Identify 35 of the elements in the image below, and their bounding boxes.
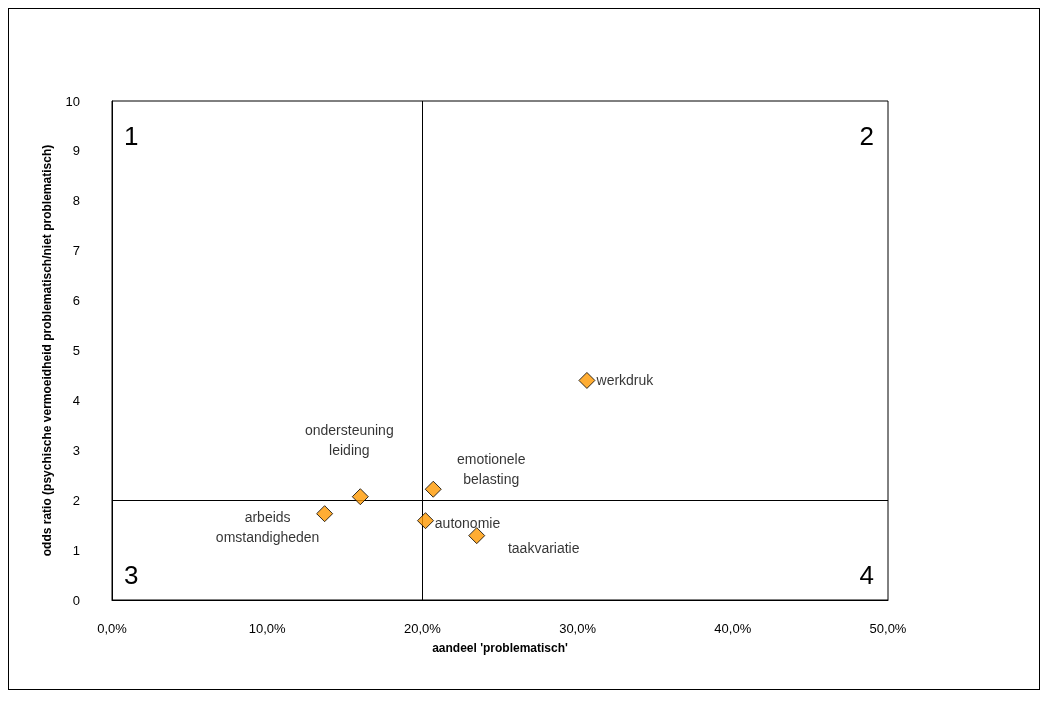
y-tick-label: 9 bbox=[72, 143, 80, 159]
x-tick-label: 10,0% bbox=[248, 621, 287, 636]
x-tick-label: 50,0% bbox=[869, 621, 907, 636]
y-tick-label: 4 bbox=[72, 392, 80, 408]
y-tick-label: 10 bbox=[65, 93, 80, 109]
point bbox=[468, 527, 486, 545]
annotation: werkdruk bbox=[595, 372, 655, 389]
point bbox=[417, 512, 434, 530]
x-tick-label: 20,0% bbox=[403, 621, 442, 636]
annotation: 2 bbox=[859, 121, 875, 151]
annotation: autonomie bbox=[434, 514, 501, 531]
y-tick-label: 6 bbox=[72, 293, 80, 309]
point bbox=[578, 371, 596, 389]
x-axis-title: aandeel 'problematisch' bbox=[432, 641, 569, 655]
point bbox=[316, 505, 334, 523]
y-tick-label: 1 bbox=[72, 542, 80, 558]
y-tick-label: 2 bbox=[72, 492, 80, 508]
annotation: 1 bbox=[124, 121, 139, 151]
annotation: emotionele belasting bbox=[457, 451, 526, 488]
annotation: 4 bbox=[859, 560, 875, 590]
point bbox=[424, 480, 442, 498]
y-tick-label: 5 bbox=[72, 343, 80, 358]
y-tick-label: 3 bbox=[72, 442, 80, 458]
y-tick-label: 0 bbox=[72, 592, 80, 608]
x-tick-label: 0,0% bbox=[97, 621, 128, 636]
y-tick-label: 8 bbox=[72, 193, 80, 209]
annotation: taakvariatie bbox=[507, 539, 580, 556]
y-axis-title: odds ratio (psychische vermoeidheid problematisch/niet problematisch) bbox=[40, 144, 55, 557]
annotation: arbeids omstandigheden bbox=[215, 508, 320, 545]
annotation: 3 bbox=[124, 560, 139, 590]
y-tick-label: 7 bbox=[72, 243, 80, 259]
annotation: ondersteuning leiding bbox=[304, 421, 394, 458]
x-tick-label: 40,0% bbox=[714, 621, 752, 636]
x-tick-label: 30,0% bbox=[559, 621, 597, 636]
point bbox=[351, 488, 369, 506]
